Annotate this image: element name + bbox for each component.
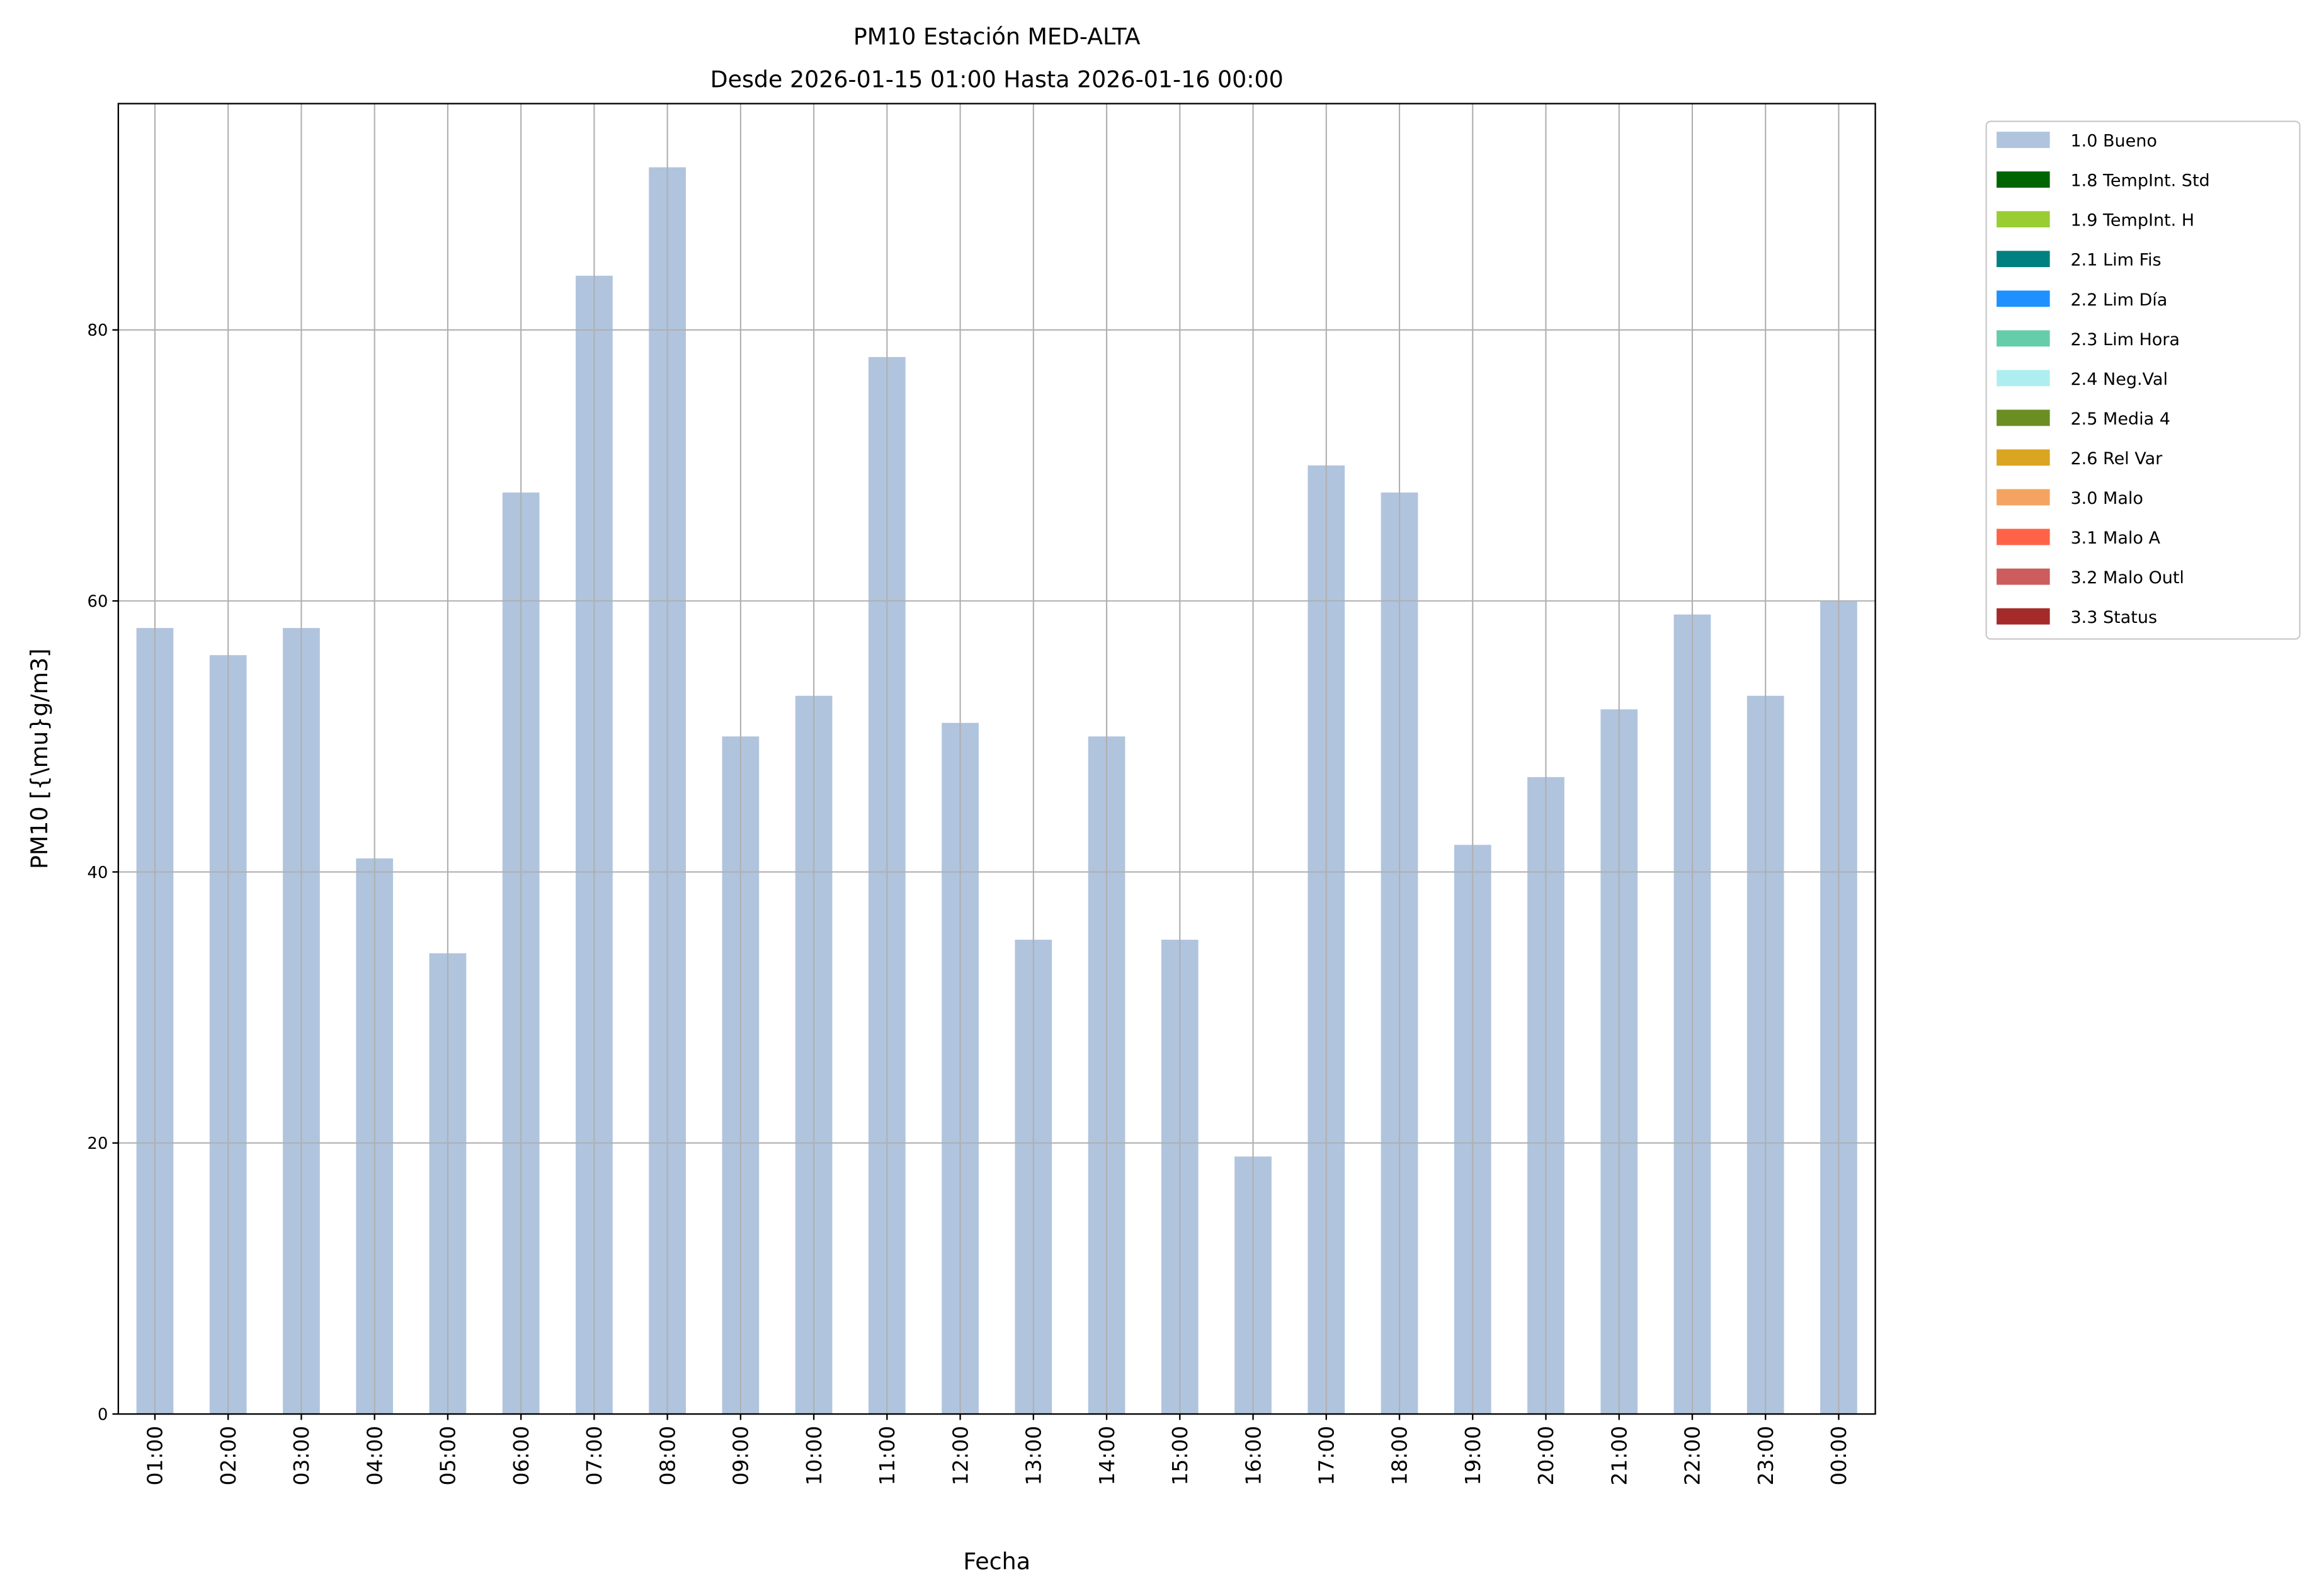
x-tick-label: 01:00 (143, 1426, 168, 1486)
legend-label: 1.9 TempInt. H (2071, 211, 2195, 231)
legend-swatch (1997, 211, 2050, 228)
x-tick-label: 02:00 (216, 1426, 241, 1486)
y-tick-label: 80 (88, 321, 108, 340)
legend-label: 2.4 Neg.Val (2071, 370, 2168, 389)
x-tick-label: 06:00 (509, 1426, 533, 1486)
legend-swatch (1997, 370, 2050, 387)
legend-frame (1985, 120, 2301, 640)
x-axis-label: Fecha (963, 1548, 1030, 1575)
x-axis: 01:00 02:00 03:00 04:00 05:00 06:00 07:00 08:00… (143, 1414, 1851, 1486)
x-tick-label: 00:00 (1826, 1426, 1851, 1486)
legend-swatch (1997, 132, 2050, 148)
chart-subtitle: Desde 2026-01-15 01:00 Hasta 2026-01-16 … (710, 66, 1284, 93)
x-tick-label: 22:00 (1680, 1426, 1705, 1486)
grid-layer (118, 103, 1876, 1415)
x-tick-label: 08:00 (655, 1426, 680, 1486)
legend-swatch (1997, 568, 2050, 585)
x-tick-label: 19:00 (1461, 1426, 1485, 1486)
x-tick-label: 09:00 (729, 1426, 753, 1486)
chart-title: PM10 Estación MED-ALTA (853, 23, 1141, 50)
legend: 1.0 Bueno 1.8 TempInt. Std 1.9 TempInt. H 2… (1985, 120, 2301, 640)
x-tick-label: 23:00 (1753, 1426, 1778, 1486)
x-tick-label: 11:00 (875, 1426, 899, 1486)
legend-swatch (1997, 528, 2050, 545)
x-tick-label: 04:00 (362, 1426, 387, 1486)
x-tick-label: 14:00 (1095, 1426, 1119, 1486)
legend-label: 2.1 Lim Fis (2071, 251, 2162, 270)
legend-swatch (1997, 290, 2050, 307)
y-tick-label: 40 (88, 864, 108, 882)
legend-label: 2.6 Rel Var (2071, 449, 2163, 469)
legend-label: 3.1 Malo A (2071, 528, 2161, 548)
x-tick-label: 07:00 (582, 1426, 607, 1486)
x-tick-label: 18:00 (1387, 1426, 1412, 1486)
x-tick-label: 20:00 (1534, 1426, 1558, 1486)
x-tick-label: 12:00 (948, 1426, 972, 1486)
legend-label: 2.3 Lim Hora (2071, 330, 2180, 350)
x-tick-label: 13:00 (1022, 1426, 1046, 1486)
x-tick-label: 10:00 (802, 1426, 826, 1486)
x-tick-label: 21:00 (1607, 1426, 1631, 1486)
y-tick-label: 0 (98, 1405, 108, 1424)
legend-label: 2.5 Media 4 (2071, 409, 2170, 429)
y-tick-label: 20 (88, 1134, 108, 1153)
legend-label: 1.8 TempInt. Std (2071, 171, 2210, 191)
legend-label: 3.0 Malo (2071, 489, 2143, 508)
legend-swatch (1997, 608, 2050, 625)
legend-label: 3.3 Status (2071, 608, 2158, 627)
legend-swatch (1997, 449, 2050, 466)
x-tick-label: 03:00 (289, 1426, 314, 1486)
bars-layer (136, 167, 1857, 1415)
y-axis: 0 20 40 60 80 (88, 321, 118, 1424)
y-tick-label: 60 (88, 593, 108, 612)
y-axis-label: PM10 [{\mu}g/m3] (26, 649, 53, 870)
legend-label: 3.2 Malo Outl (2071, 568, 2184, 588)
x-tick-label: 16:00 (1241, 1426, 1265, 1486)
legend-swatch (1997, 489, 2050, 506)
legend-label: 1.0 Bueno (2071, 132, 2157, 151)
legend-swatch (1997, 330, 2050, 347)
x-tick-label: 15:00 (1168, 1426, 1192, 1486)
legend-label: 2.2 Lim Día (2071, 290, 2168, 310)
legend-swatch (1997, 409, 2050, 426)
legend-swatch (1997, 251, 2050, 268)
x-tick-label: 17:00 (1314, 1426, 1339, 1486)
plot-frame (117, 103, 1876, 1415)
legend-swatch (1997, 171, 2050, 188)
x-tick-label: 05:00 (436, 1426, 460, 1486)
